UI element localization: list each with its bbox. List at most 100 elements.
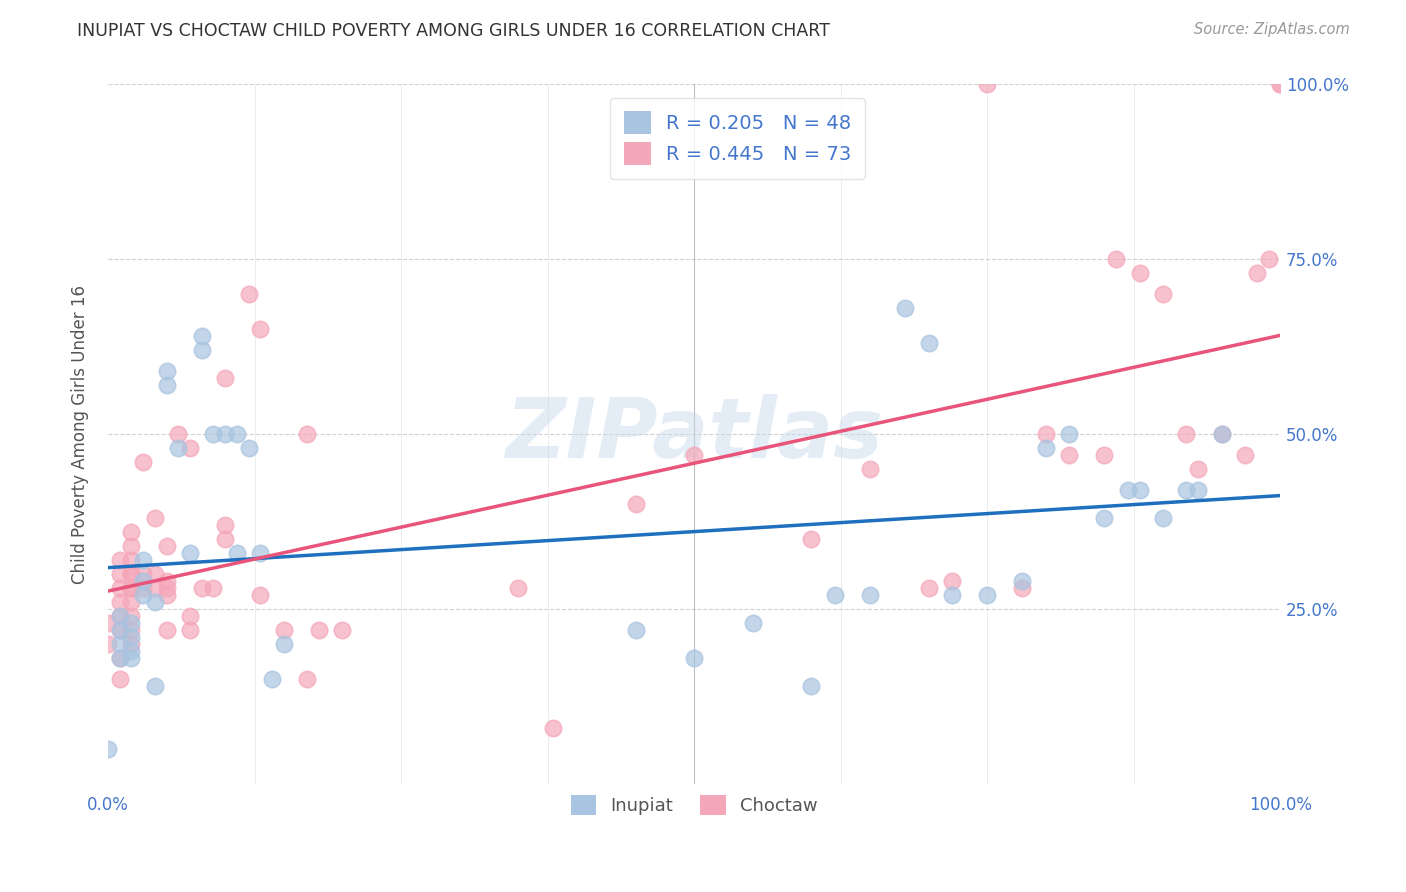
Point: [108, 595, 131, 609]
Point: [108, 651, 131, 665]
Point: [191, 582, 214, 596]
Point: [108, 637, 131, 651]
Point: [214, 427, 236, 442]
Point: [824, 589, 846, 603]
Point: [132, 553, 155, 567]
Point: [179, 624, 201, 638]
Point: [108, 624, 131, 638]
Point: [120, 567, 142, 582]
Point: [1270, 78, 1292, 92]
Point: [917, 582, 939, 596]
Point: [167, 442, 190, 456]
Point: [97, 616, 120, 631]
Point: [155, 589, 177, 603]
Point: [120, 553, 142, 567]
Point: [120, 525, 142, 540]
Text: INUPIAT VS CHOCTAW CHILD POVERTY AMONG GIRLS UNDER 16 CORRELATION CHART: INUPIAT VS CHOCTAW CHILD POVERTY AMONG G…: [77, 22, 830, 40]
Point: [120, 624, 142, 638]
Point: [143, 595, 166, 609]
Point: [238, 287, 260, 301]
Point: [1116, 483, 1139, 498]
Y-axis label: Child Poverty Among Girls Under 16: Child Poverty Among Girls Under 16: [72, 285, 89, 584]
Text: Source: ZipAtlas.com: Source: ZipAtlas.com: [1194, 22, 1350, 37]
Point: [132, 574, 155, 589]
Point: [1234, 449, 1257, 463]
Point: [108, 609, 131, 624]
Point: [132, 582, 155, 596]
Point: [120, 616, 142, 631]
Point: [1187, 483, 1209, 498]
Point: [120, 637, 142, 651]
Point: [202, 582, 225, 596]
Point: [1211, 427, 1233, 442]
Point: [1105, 252, 1128, 267]
Point: [155, 582, 177, 596]
Point: [800, 533, 823, 547]
Point: [1257, 252, 1279, 267]
Point: [1129, 267, 1152, 281]
Point: [120, 582, 142, 596]
Point: [741, 616, 763, 631]
Point: [143, 567, 166, 582]
Point: [238, 442, 260, 456]
Point: [1175, 483, 1198, 498]
Point: [155, 624, 177, 638]
Point: [308, 624, 330, 638]
Point: [800, 680, 823, 694]
Point: [108, 624, 131, 638]
Point: [624, 624, 647, 638]
Point: [143, 582, 166, 596]
Point: [155, 540, 177, 554]
Point: [1011, 582, 1033, 596]
Point: [120, 540, 142, 554]
Point: [262, 673, 284, 687]
Point: [179, 442, 201, 456]
Point: [624, 498, 647, 512]
Point: [683, 449, 706, 463]
Point: [332, 624, 354, 638]
Point: [97, 637, 120, 651]
Point: [108, 673, 131, 687]
Point: [1094, 449, 1116, 463]
Point: [143, 511, 166, 525]
Point: [1129, 483, 1152, 498]
Point: [120, 631, 142, 645]
Point: [155, 574, 177, 589]
Point: [108, 651, 131, 665]
Point: [273, 637, 295, 651]
Point: [108, 553, 131, 567]
Point: [273, 624, 295, 638]
Point: [249, 546, 271, 560]
Point: [132, 589, 155, 603]
Point: [297, 427, 319, 442]
Point: [214, 371, 236, 385]
Point: [191, 329, 214, 343]
Point: [683, 651, 706, 665]
Point: [508, 582, 530, 596]
Point: [859, 462, 882, 476]
Point: [1035, 442, 1057, 456]
Point: [976, 589, 998, 603]
Point: [1057, 427, 1080, 442]
Point: [1011, 574, 1033, 589]
Point: [120, 609, 142, 624]
Point: [108, 609, 131, 624]
Point: [917, 336, 939, 351]
Point: [859, 589, 882, 603]
Point: [1270, 78, 1292, 92]
Text: ZIPatlas: ZIPatlas: [505, 394, 883, 475]
Point: [214, 533, 236, 547]
Point: [894, 301, 917, 316]
Point: [1246, 267, 1268, 281]
Point: [132, 455, 155, 469]
Point: [155, 378, 177, 392]
Point: [191, 343, 214, 358]
Point: [179, 546, 201, 560]
Point: [120, 582, 142, 596]
Point: [1175, 427, 1198, 442]
Point: [202, 427, 225, 442]
Point: [179, 609, 201, 624]
Point: [1211, 427, 1233, 442]
Point: [108, 567, 131, 582]
Point: [155, 364, 177, 378]
